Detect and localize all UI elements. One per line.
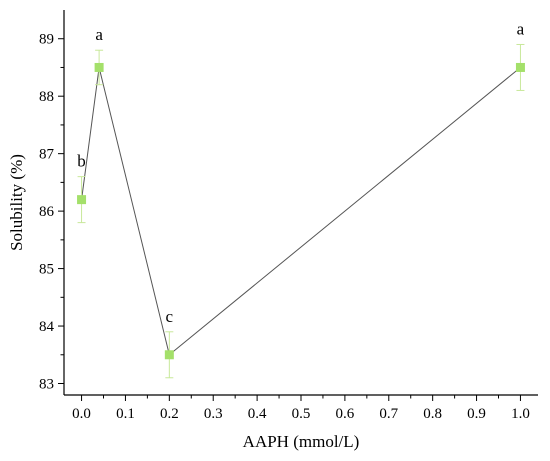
x-tick-label: 0.2 [160, 406, 179, 422]
y-tick-label: 83 [39, 377, 54, 393]
data-point [164, 350, 174, 360]
series-line [81, 67, 521, 356]
y-tick-label: 84 [39, 319, 55, 335]
y-tick-label: 86 [39, 204, 55, 220]
x-tick-label: 0.6 [336, 406, 355, 422]
significance-label: a [517, 19, 525, 38]
data-point [94, 62, 104, 72]
x-tick-label: 0.1 [116, 406, 135, 422]
x-axis-title: AAPH (mmol/L) [243, 432, 360, 451]
significance-label: b [77, 152, 86, 171]
x-tick-label: 0.3 [204, 406, 223, 422]
x-tick-label: 0.4 [248, 406, 267, 422]
significance-label: a [95, 25, 103, 44]
y-tick-label: 88 [39, 89, 54, 105]
x-tick-label: 0.8 [423, 406, 442, 422]
y-tick-label: 85 [39, 262, 54, 278]
series-layer: b a c a [77, 19, 525, 379]
x-tick-label: 0.5 [292, 406, 311, 422]
significance-label: c [166, 307, 174, 326]
y-tick-label: 87 [39, 147, 55, 163]
data-point [515, 62, 525, 72]
x-tick-label: 0.7 [379, 406, 398, 422]
x-tick-label: 0.0 [72, 406, 91, 422]
x-tick-label: 0.9 [467, 406, 486, 422]
x-tick-label: 1.0 [511, 406, 530, 422]
axes: 0.0 0.1 0.2 0.3 0.4 0.5 0.6 0.7 0.8 0.9 1.0 83 84 85 8… [39, 10, 538, 422]
y-tick-label: 89 [39, 32, 54, 48]
y-axis-title: Solubility (%) [7, 154, 26, 251]
data-point [77, 195, 87, 205]
